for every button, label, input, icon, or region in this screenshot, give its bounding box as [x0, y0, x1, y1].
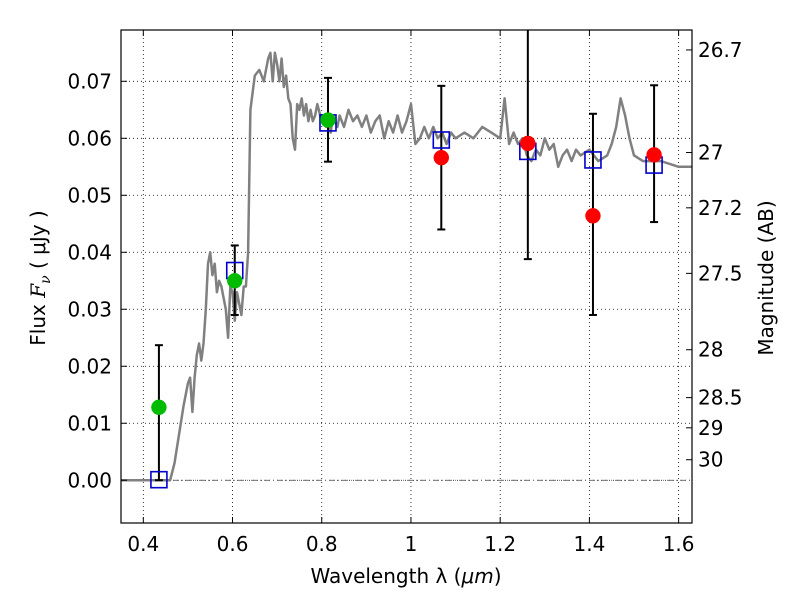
x-tick-label: 1.4 — [573, 532, 605, 556]
y-tick-label: 0.07 — [67, 69, 112, 93]
synthetic-layer — [150, 114, 663, 489]
y-tick-label: 0.02 — [67, 354, 112, 378]
y2-axis-label: Magnitude (AB) — [754, 200, 778, 355]
errorbar-layer — [154, 30, 659, 482]
spectrum-layer — [121, 51, 692, 482]
x-tick-label: 0.4 — [127, 532, 159, 556]
observed-flux-point — [646, 147, 662, 163]
y2-tick-label: 28 — [698, 338, 723, 362]
model-spectrum-line — [121, 51, 692, 482]
y-tick-label: 0.00 — [67, 468, 112, 492]
y2-tick-label: 28.5 — [698, 386, 743, 410]
y-tick-label: 0.06 — [67, 126, 112, 150]
observed-flux-point — [585, 208, 601, 224]
y2-tick-label: 30 — [698, 448, 723, 472]
y2-tick-label: 27.2 — [698, 196, 743, 220]
synthetic-flux-square — [584, 151, 602, 169]
x-tick-label: 1.6 — [663, 532, 695, 556]
y2-tick-label: 26.7 — [698, 38, 743, 62]
plot-frame — [120, 29, 693, 524]
observed-flux-point — [520, 135, 536, 152]
y-tick-label: 0.05 — [67, 183, 112, 207]
ticks-layer: 0.4 0.6 0.8 1 1.2 1.4 1.6 0.00 0.01 0.02 0.03 0.04 0… — [67, 30, 743, 556]
synthetic-flux-square — [432, 131, 451, 149]
y2-tick-label: 29 — [698, 416, 723, 440]
y2-tick-label: 27.5 — [698, 261, 743, 285]
y-axis-label: Flux Fν ( μJy ) — [26, 210, 54, 345]
points-layer — [151, 112, 662, 416]
x-tick-label: 0.6 — [217, 532, 249, 556]
x-tick-label: 0.8 — [306, 532, 338, 556]
synthetic-flux-square — [150, 470, 168, 489]
y-tick-label: 0.04 — [67, 240, 112, 264]
observed-flux-point — [433, 149, 450, 166]
y2-tick-label: 27 — [698, 141, 723, 165]
y-tick-label: 0.03 — [67, 297, 112, 321]
observed-flux-point — [151, 399, 167, 416]
observed-flux-point — [227, 273, 243, 289]
x-axis-label: Wavelength λ (μm) — [310, 564, 501, 588]
x-tick-label: 1 — [405, 532, 418, 556]
observed-flux-point — [320, 112, 336, 128]
x-tick-label: 1.2 — [484, 532, 516, 556]
y-tick-label: 0.01 — [67, 411, 112, 435]
